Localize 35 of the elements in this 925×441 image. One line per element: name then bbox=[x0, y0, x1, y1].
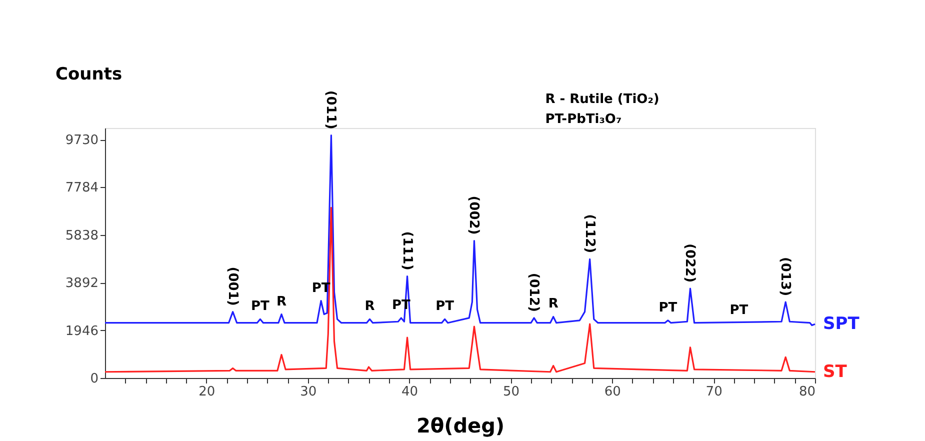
x-tick-label: 20 bbox=[198, 384, 216, 400]
annotation: (002) bbox=[466, 196, 482, 235]
x-tick-label: 50 bbox=[502, 384, 520, 400]
annotation: (013) bbox=[778, 256, 793, 296]
series-label: ST bbox=[823, 362, 848, 382]
annotation: PT bbox=[436, 299, 454, 314]
series-label: SPT bbox=[823, 314, 860, 334]
annotation: R bbox=[276, 294, 286, 310]
x-tick-label: 80 bbox=[798, 384, 816, 400]
text: R - Rutile (TiO₂) bbox=[545, 92, 660, 107]
y-tick-label: 5838 bbox=[65, 228, 98, 244]
annotation: R bbox=[548, 296, 558, 312]
y-tick-label: 7784 bbox=[65, 180, 98, 196]
x-tick-label: 60 bbox=[604, 384, 621, 400]
annotation: (022) bbox=[682, 244, 698, 283]
annotation: (011) bbox=[323, 90, 338, 130]
line-series bbox=[104, 134, 816, 326]
y-tick-label: 9730 bbox=[65, 133, 98, 148]
x-tick-label: 40 bbox=[402, 384, 418, 400]
x-axis-title: 2θ(deg) bbox=[416, 414, 505, 438]
annotation: PT bbox=[658, 300, 678, 316]
y-axis-title: Counts bbox=[56, 64, 122, 84]
annotation: (112) bbox=[582, 214, 597, 254]
y-tick-label: 0 bbox=[90, 372, 98, 386]
annotation: R bbox=[364, 299, 375, 314]
text: PT-PbTi₃O₇ bbox=[545, 112, 622, 127]
annotation: (111) bbox=[399, 231, 414, 270]
annotation: (012) bbox=[526, 272, 542, 312]
annotation: PT bbox=[730, 302, 748, 318]
x-tick-label: 30 bbox=[300, 384, 317, 400]
y-tick-label: 3892 bbox=[65, 276, 98, 292]
x-tick-label: 70 bbox=[706, 384, 722, 400]
annotation: (001) bbox=[224, 266, 240, 306]
annotation: PT bbox=[250, 299, 270, 314]
y-tick-label: 1946 bbox=[65, 324, 98, 339]
